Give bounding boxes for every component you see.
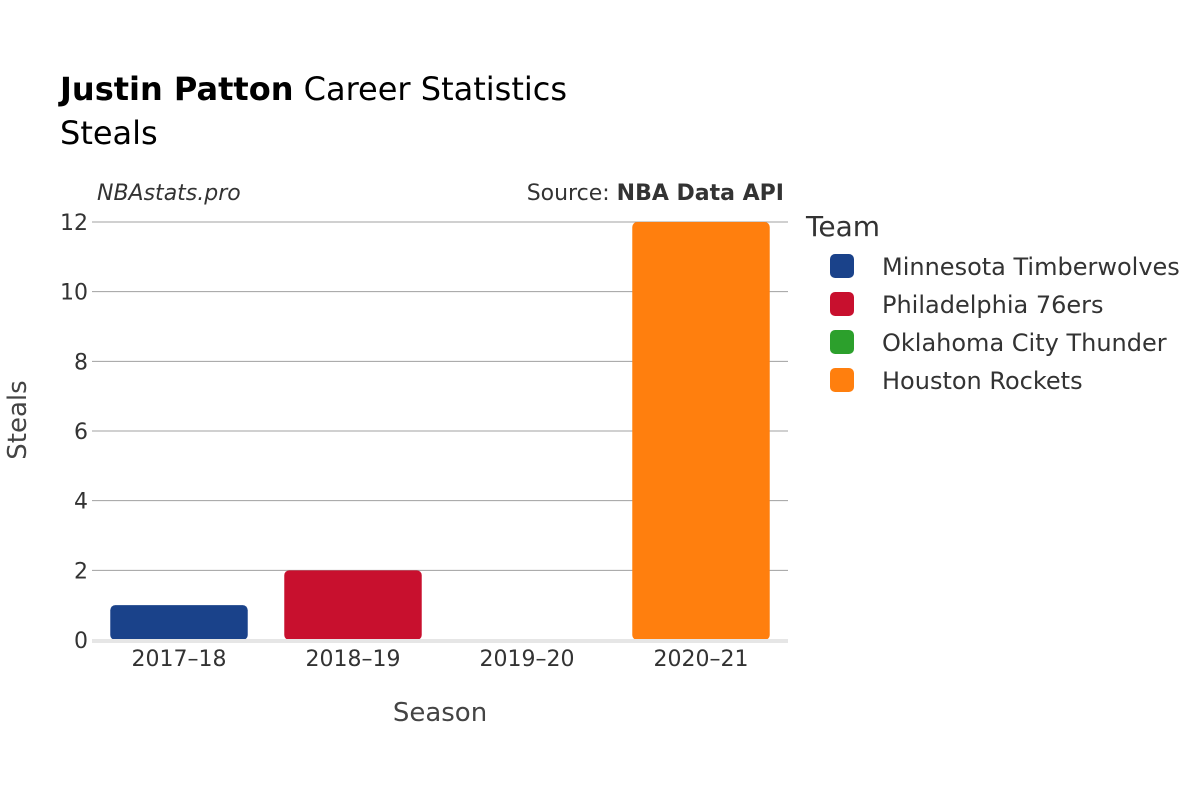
legend-label[interactable]: Philadelphia 76ers (882, 291, 1104, 319)
x-tick-label: 2019–20 (480, 647, 575, 672)
y-tick-label: 4 (74, 490, 88, 515)
legend-swatch[interactable] (830, 330, 854, 354)
source-credit: Source: NBA Data API (527, 181, 784, 206)
legend-swatch[interactable] (830, 292, 854, 316)
bar[interactable] (284, 570, 422, 640)
legend-title: Team (805, 210, 880, 243)
y-tick-label: 0 (74, 629, 88, 654)
y-axis-title: Steals (3, 380, 33, 459)
legend-swatch[interactable] (830, 368, 854, 392)
chart-title: Justin Patton Career Statistics (58, 70, 567, 108)
y-tick-label: 6 (74, 420, 88, 445)
x-tick-label: 2020–21 (654, 647, 749, 672)
x-axis-ticks: 2017–18 2018–19 2019–20 2020–21 (132, 647, 749, 672)
bars (110, 222, 770, 640)
player-name: Justin Patton (58, 70, 293, 108)
source-name: NBA Data API (617, 181, 784, 206)
chart-subtitle: Steals (60, 114, 158, 152)
y-axis-ticks: 0 2 4 6 8 10 12 (60, 211, 88, 654)
x-axis-baseline (92, 639, 788, 643)
site-brand: NBAstats.pro (97, 181, 241, 206)
legend: Team Minnesota Timberwolves Philadelphia … (805, 210, 1180, 395)
x-axis-title: Season (393, 698, 487, 728)
legend-label[interactable]: Houston Rockets (882, 367, 1083, 395)
bar[interactable] (632, 222, 770, 640)
x-tick-label: 2017–18 (132, 647, 227, 672)
y-tick-label: 2 (74, 559, 88, 584)
legend-label[interactable]: Oklahoma City Thunder (882, 329, 1167, 357)
y-tick-label: 8 (74, 350, 88, 375)
legend-label[interactable]: Minnesota Timberwolves (882, 253, 1180, 281)
bar[interactable] (110, 605, 248, 640)
source-prefix: Source: (527, 181, 617, 206)
x-tick-label: 2018–19 (306, 647, 401, 672)
title-suffix: Career Statistics (293, 70, 567, 108)
legend-swatch[interactable] (830, 254, 854, 278)
y-tick-label: 10 (60, 281, 88, 306)
y-tick-label: 12 (60, 211, 88, 236)
